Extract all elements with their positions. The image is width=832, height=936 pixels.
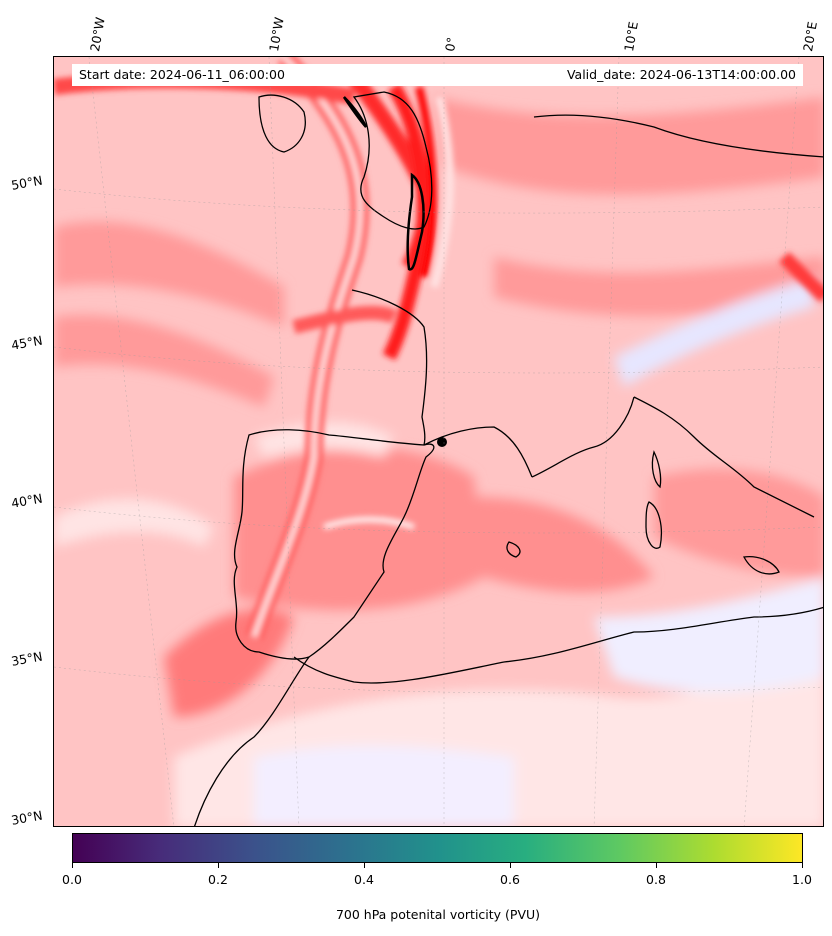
colorbar: [72, 833, 803, 863]
pv-map: [53, 56, 824, 827]
lon-tick-0: 0°: [442, 36, 460, 53]
pv-blob: [437, 437, 447, 447]
lon-tick-10e: 10°E: [621, 20, 641, 53]
lat-tick-40n: 40°N: [10, 490, 44, 511]
date-info-bar: Start date: 2024-06-11_06:00:00 Valid_da…: [72, 64, 803, 86]
cb-label-1: 0.2: [208, 872, 228, 887]
coastlines: [193, 91, 823, 826]
lon-tick-20e: 20°E: [800, 20, 820, 53]
lat-tick-35n: 35°N: [10, 648, 44, 669]
cb-tick-1: [218, 863, 219, 868]
graticule: [54, 57, 823, 826]
cb-label-0: 0.0: [62, 872, 82, 887]
lat-tick-30n: 30°N: [10, 807, 44, 828]
pv-field-svg: [54, 57, 823, 826]
cb-tick-3: [510, 863, 511, 868]
start-date-label: Start date: 2024-06-11_06:00:00: [79, 67, 285, 82]
lat-tick-50n: 50°N: [10, 172, 44, 193]
pv-contours: [342, 96, 425, 271]
lat-tick-45n: 45°N: [10, 332, 44, 353]
cb-tick-5: [802, 863, 803, 868]
cb-tick-2: [364, 863, 365, 868]
lon-tick-10w: 10°W: [266, 16, 287, 53]
cb-tick-0: [72, 863, 73, 868]
cb-label-3: 0.6: [500, 872, 520, 887]
colorbar-title: 700 hPa potenital vorticity (PVU): [335, 907, 541, 922]
cb-label-4: 0.8: [646, 872, 666, 887]
cb-tick-4: [656, 863, 657, 868]
cb-label-2: 0.4: [354, 872, 374, 887]
cb-label-5: 1.0: [792, 872, 812, 887]
valid-date-label: Valid_date: 2024-06-13T14:00:00.00: [566, 67, 796, 82]
lon-tick-20w: 20°W: [87, 16, 108, 53]
